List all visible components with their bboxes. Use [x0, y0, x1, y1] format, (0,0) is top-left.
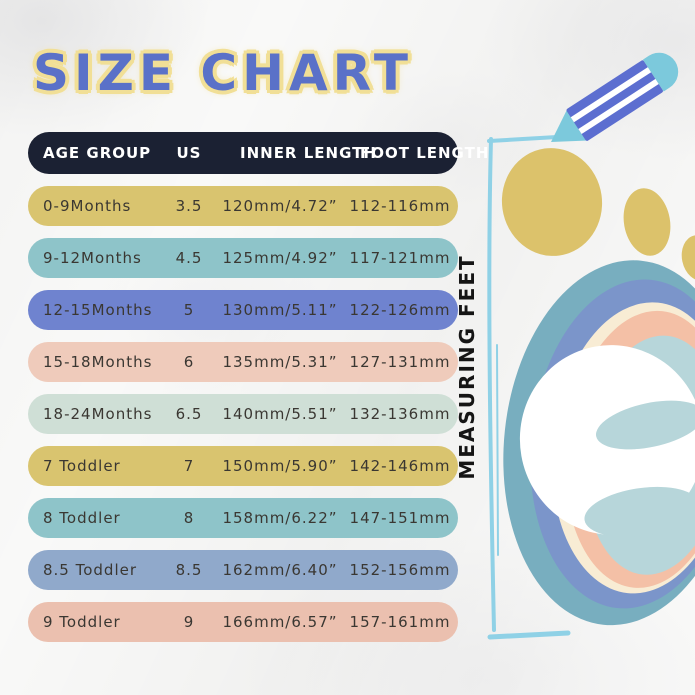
cell-foot-length: 132-136mm — [349, 405, 451, 423]
big-toe — [501, 148, 603, 256]
cell-us-size: 6 — [183, 353, 195, 371]
cell-us-size: 3.5 — [175, 197, 203, 215]
foot-body — [503, 260, 695, 626]
foot-layer-lightblue — [584, 335, 695, 575]
header-inner-length-text: INNER LENGTH — [240, 144, 377, 163]
cell-foot-length: 142-146mm — [349, 457, 451, 475]
cell-us-size: 6.5 — [175, 405, 203, 423]
pencil-stripe — [578, 78, 659, 135]
cell-inner-length: 140mm/5.51” — [222, 405, 338, 423]
cell-age-group: 8 Toddler — [43, 509, 121, 527]
second-toe — [623, 188, 671, 256]
highlight-blob — [519, 345, 695, 535]
cell-foot-length: 147-151mm — [349, 509, 451, 527]
pencil-stripe — [570, 67, 652, 123]
foot-highlight-squiggle — [519, 345, 695, 538]
table-row: 15-18Months 6 135mm/5.31” 127-131mm — [28, 342, 458, 382]
table-row: 18-24Months 6.5 140mm/5.51” 132-136mm — [28, 394, 458, 434]
cell-age-group: 0-9Months — [43, 197, 132, 215]
pencil-tip — [551, 108, 589, 142]
cell-inner-length: 166mm/6.57” — [222, 613, 338, 631]
pencil-body — [566, 60, 663, 141]
cell-foot-length: 157-161mm — [349, 613, 451, 631]
cell-foot-length: 122-126mm — [349, 301, 451, 319]
cell-age-group: 9-12Months — [43, 249, 142, 267]
header-inner-length: INNER LENGTH — [218, 144, 377, 163]
bracket-vertical-line — [487, 137, 496, 632]
foot-layer-salmon — [564, 310, 695, 588]
pencil-eraser — [642, 52, 679, 92]
table-row: 8.5 Toddler 8.5 162mm/6.40” 152-156mm — [28, 550, 458, 590]
cell-inner-length: 125mm/4.92” — [222, 249, 338, 267]
cell-age-group: 15-18Months — [43, 353, 153, 371]
size-table: AGE GROUP US INNER LENGTH FOOT LENGTH 0-… — [28, 132, 490, 642]
header-foot-length-text: FOOT LENGTH — [360, 144, 490, 163]
cell-us-size: 5 — [183, 301, 195, 319]
table-row: 7 Toddler 7 150mm/5.90” 142-146mm — [28, 446, 458, 486]
header-us-size: US — [176, 144, 202, 162]
cell-foot-length: 117-121mm — [349, 249, 451, 267]
cell-foot-length: 152-156mm — [349, 561, 451, 579]
pencil-icon — [551, 52, 679, 142]
cell-inner-length: 135mm/5.31” — [222, 353, 338, 371]
bracket-top-tick — [487, 135, 559, 143]
header-age-group: AGE GROUP — [43, 144, 152, 162]
cell-us-size: 9 — [183, 613, 195, 631]
highlight-notch — [584, 486, 695, 538]
foot-layer-cream — [551, 302, 695, 594]
bracket-bottom-tick — [487, 630, 571, 640]
foot-layer-teal — [503, 260, 695, 626]
third-toe — [681, 235, 695, 281]
cell-inner-length: 158mm/6.22” — [222, 509, 338, 527]
table-row: 9 Toddler 9 166mm/6.57” 157-161mm — [28, 602, 458, 642]
table-row: 9-12Months 4.5 125mm/4.92” 117-121mm — [28, 238, 458, 278]
foot-toes — [501, 148, 695, 281]
cell-age-group: 12-15Months — [43, 301, 153, 319]
cell-us-size: 4.5 — [175, 249, 203, 267]
cell-inner-length: 120mm/4.72” — [222, 197, 338, 215]
cell-age-group: 7 Toddler — [43, 457, 121, 475]
cell-age-group: 9 Toddler — [43, 613, 121, 631]
highlight-notch — [596, 400, 695, 450]
cell-age-group: 8.5 Toddler — [43, 561, 138, 579]
cell-inner-length: 162mm/6.40” — [222, 561, 338, 579]
page-title: SIZE CHART — [33, 44, 414, 102]
table-row: 12-15Months 5 130mm/5.11” 122-126mm — [28, 290, 458, 330]
table-row: 0-9Months 3.5 120mm/4.72” 112-116mm — [28, 186, 458, 226]
cell-foot-length: 112-116mm — [349, 197, 451, 215]
cell-age-group: 18-24Months — [43, 405, 153, 423]
cell-us-size: 8.5 — [175, 561, 203, 579]
measuring-bracket-icon — [487, 135, 571, 640]
table-header: AGE GROUP US INNER LENGTH FOOT LENGTH — [28, 132, 490, 174]
header-foot-length: FOOT LENGTH — [342, 144, 490, 163]
foot-layer-slate — [530, 279, 695, 609]
cell-us-size: 8 — [183, 509, 195, 527]
cell-foot-length: 127-131mm — [349, 353, 451, 371]
table-row: 8 Toddler 8 158mm/6.22” 147-151mm — [28, 498, 458, 538]
cell-us-size: 7 — [183, 457, 195, 475]
cell-inner-length: 130mm/5.11” — [222, 301, 338, 319]
bracket-double-stroke — [496, 344, 499, 556]
cell-inner-length: 150mm/5.90” — [222, 457, 338, 475]
